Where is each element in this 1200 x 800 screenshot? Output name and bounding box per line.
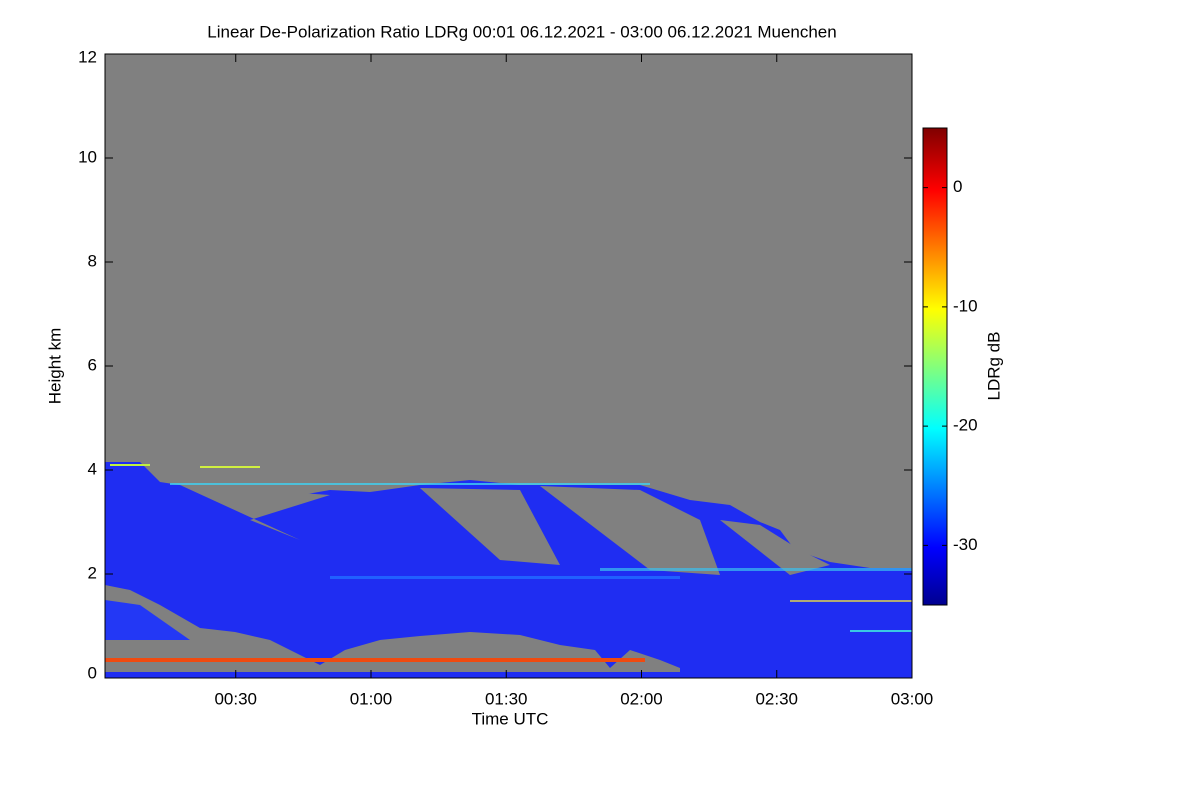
x-tick-label: 02:30 [755,689,798,708]
echo-region [105,462,912,678]
echo-band [105,658,645,662]
x-tick-label: 01:30 [485,689,528,708]
gap-streak [540,486,720,575]
x-tick-label: 02:00 [620,689,663,708]
echo-band [170,483,650,485]
y-tick-label: 0 [88,663,97,682]
gap-streak [180,485,330,540]
x-tick-label: 03:00 [891,689,934,708]
x-tick-label: 00:30 [214,689,257,708]
x-axis-label: Time UTC [472,709,549,728]
colorbar-tick-label: 0 [953,177,962,196]
lower-gap [105,585,680,672]
chart-title: Linear De-Polarization Ratio LDRg 00:01 … [207,22,836,41]
colorbar-label: LDRg dB [984,332,1003,401]
echo-band [790,600,912,602]
colorbar [922,127,948,606]
y-axis-label: Height km [45,328,64,405]
x-tick-label: 01:00 [350,689,393,708]
y-tick-label: 10 [78,147,97,166]
echo-band [110,464,150,466]
heatmap-image [105,54,912,678]
y-tick-label: 6 [88,355,97,374]
y-tick-label: 12 [78,47,97,66]
echo-band [850,630,912,632]
echo-band [200,466,260,468]
echo-band [600,568,912,571]
colorbar-tick-label: -10 [953,296,978,315]
y-tick-label: 4 [88,459,97,478]
echo-band [330,576,680,579]
y-tick-label: 8 [88,251,97,270]
colorbar-tick-label: -30 [953,535,978,554]
y-tick-label: 2 [88,563,97,582]
echo-region [105,600,190,640]
gap-streak [420,488,560,565]
colorbar-tick-label: -20 [953,416,978,435]
gap-streak [720,520,830,575]
